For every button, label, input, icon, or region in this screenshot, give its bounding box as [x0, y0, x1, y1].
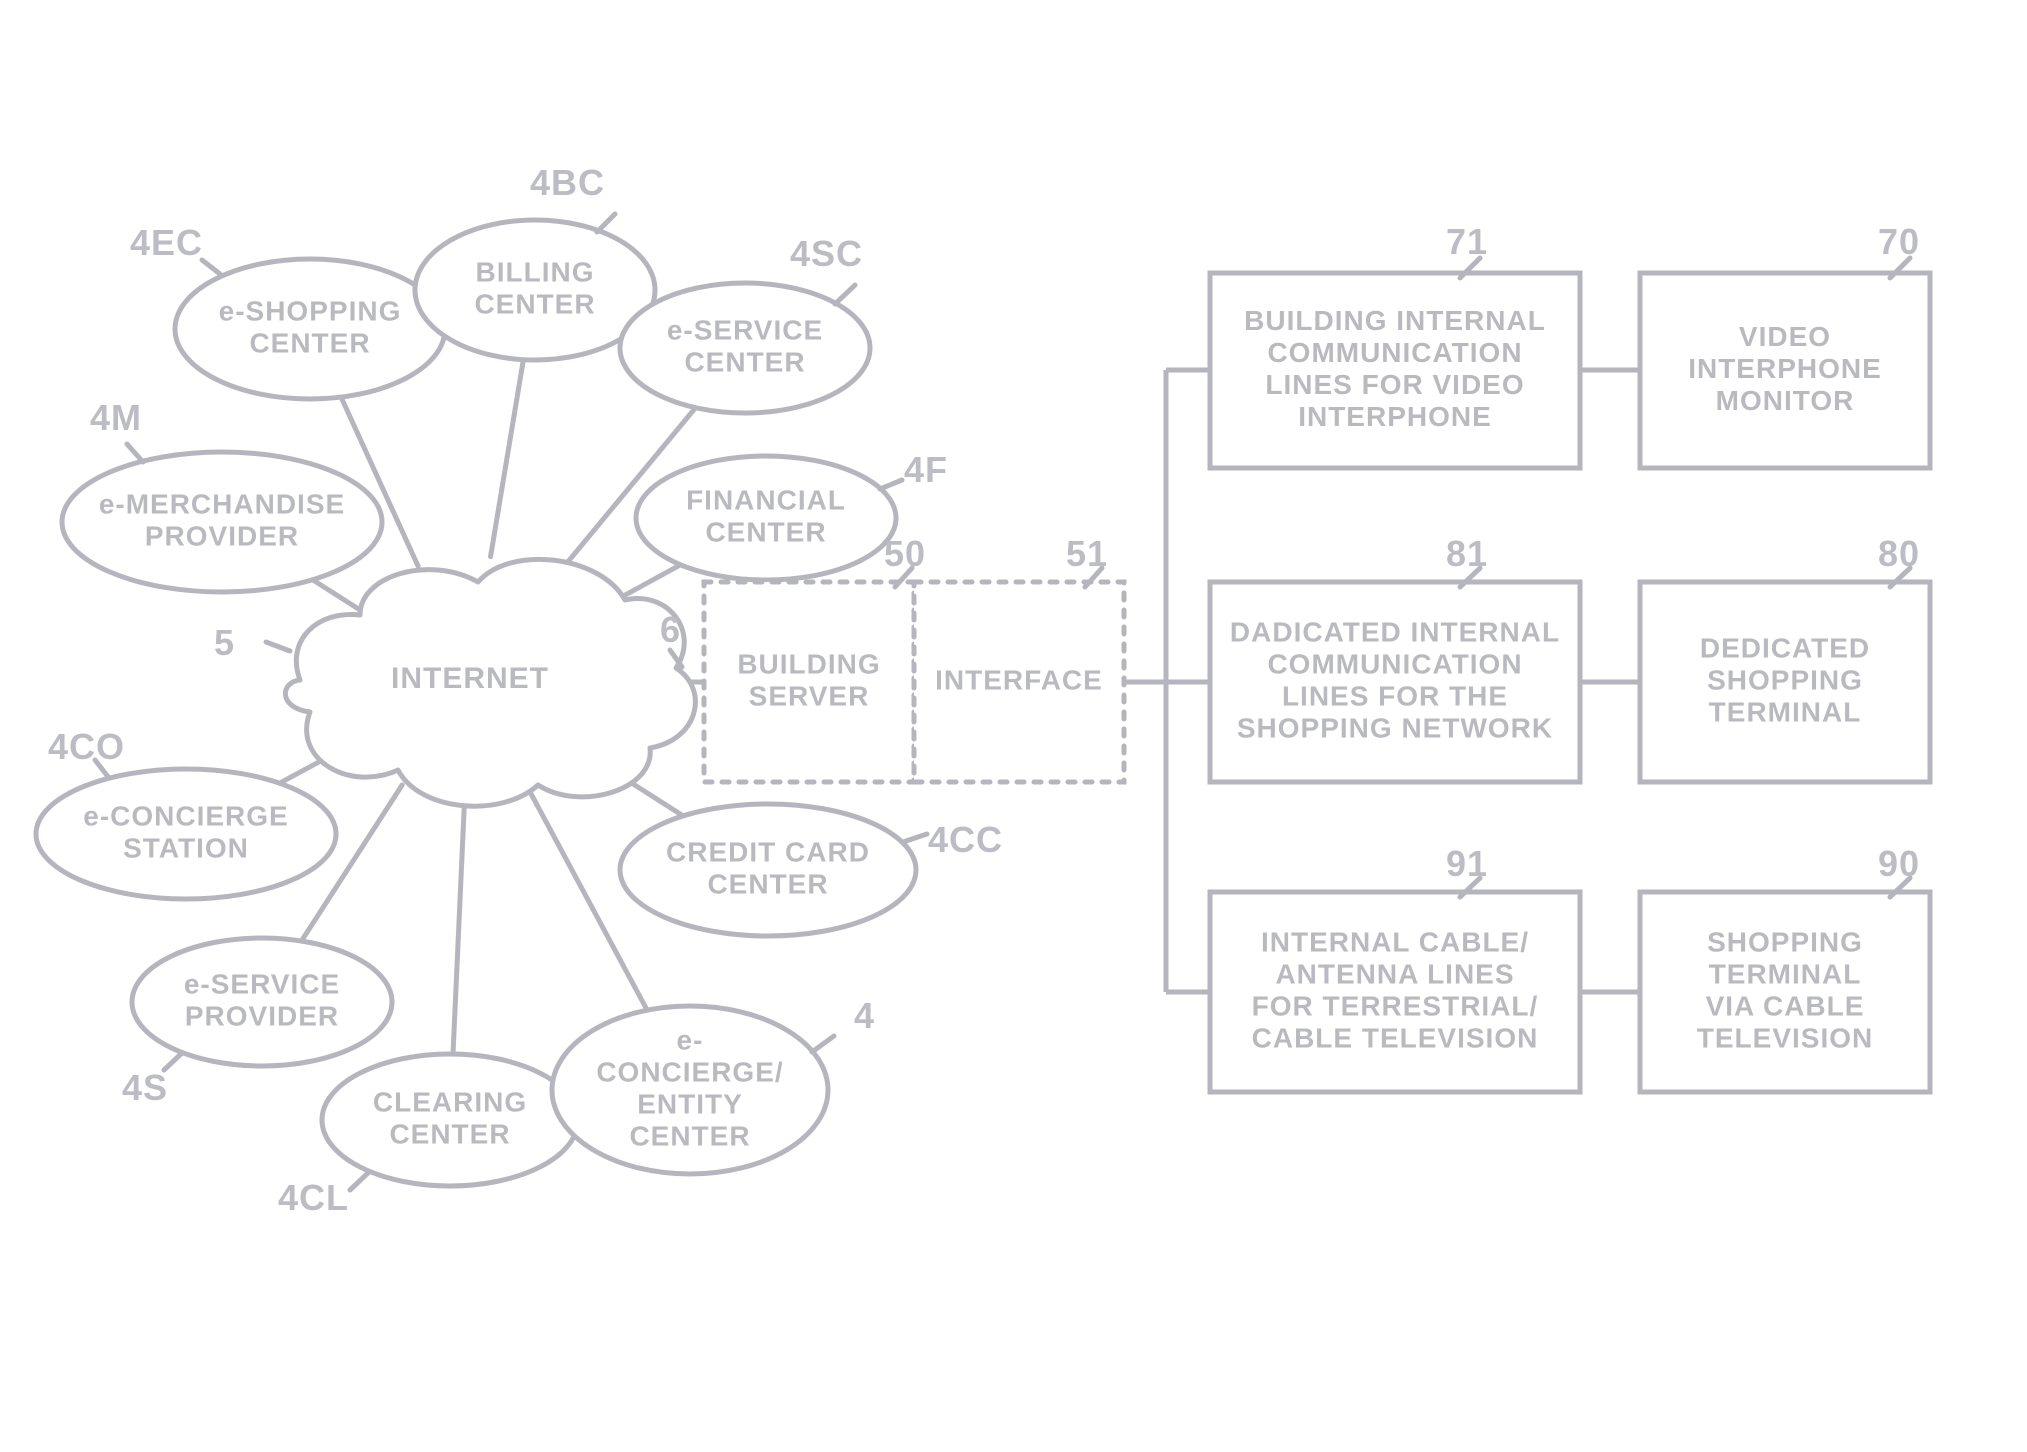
svg-text:INTERPHONE: INTERPHONE [1688, 353, 1882, 384]
diagram-canvas: INTERNET56e-SHOPPINGCENTER4ECBILLINGCENT… [0, 0, 2027, 1452]
ref-b81: 81 [1446, 533, 1488, 574]
label-b91: INTERNAL CABLE/ANTENNA LINESFOR TERRESTR… [1252, 926, 1539, 1053]
ref-b91: 91 [1446, 843, 1488, 884]
svg-text:INTERNAL CABLE/: INTERNAL CABLE/ [1261, 926, 1529, 957]
ref-6: 6 [660, 609, 681, 650]
edge-internet-bc [491, 358, 524, 556]
label-bc: BILLINGCENTER [474, 256, 595, 319]
label-sc: e-SERVICECENTER [667, 314, 823, 377]
ref-cc-tick [903, 834, 927, 842]
svg-text:COMMUNICATION: COMMUNICATION [1267, 337, 1522, 368]
svg-text:CREDIT CARD: CREDIT CARD [666, 836, 870, 867]
svg-text:VIA CABLE: VIA CABLE [1706, 990, 1865, 1021]
svg-text:e-: e- [677, 1024, 704, 1055]
ref-bc-tick [597, 214, 615, 232]
ref-sc-tick [835, 285, 855, 304]
svg-text:ENTITY: ENTITY [637, 1088, 743, 1119]
ref-b80: 80 [1878, 533, 1920, 574]
ref-s: 4S [122, 1067, 168, 1108]
ref-b71: 71 [1446, 221, 1488, 262]
label-iface: INTERFACE [935, 664, 1103, 695]
svg-text:BUILDING INTERNAL: BUILDING INTERNAL [1244, 305, 1546, 336]
ref-f-tick [880, 480, 902, 489]
svg-text:INTERFACE: INTERFACE [935, 664, 1103, 695]
svg-text:MONITOR: MONITOR [1716, 385, 1855, 416]
ref-b70: 70 [1878, 221, 1920, 262]
ref-bserver: 50 [884, 533, 926, 574]
label-b80: DEDICATEDSHOPPINGTERMINAL [1700, 632, 1870, 727]
svg-text:DADICATED INTERNAL: DADICATED INTERNAL [1230, 616, 1560, 647]
svg-text:CABLE TELEVISION: CABLE TELEVISION [1252, 1022, 1539, 1053]
svg-text:FOR TERRESTRIAL/: FOR TERRESTRIAL/ [1252, 990, 1539, 1021]
edge-internet-ce [529, 790, 648, 1012]
svg-text:SHOPPING: SHOPPING [1707, 664, 1863, 695]
svg-text:SERVER: SERVER [749, 680, 870, 711]
ref-ec-tick [202, 260, 220, 274]
ref-bc: 4BC [530, 162, 605, 203]
svg-text:COMMUNICATION: COMMUNICATION [1267, 648, 1522, 679]
ref-cc: 4CC [928, 819, 1003, 860]
ref-ce: 4 [854, 995, 875, 1036]
label-bserver: BUILDINGSERVER [737, 648, 880, 711]
svg-text:INTERPHONE: INTERPHONE [1298, 401, 1492, 432]
label-f: FINANCIALCENTER [686, 484, 846, 547]
edge-internet-cl [453, 805, 464, 1055]
svg-text:e-SERVICE: e-SERVICE [184, 968, 340, 999]
ref-5: 5 [214, 622, 235, 663]
svg-text:e-SHOPPING: e-SHOPPING [219, 295, 402, 326]
ref-m: 4M [90, 397, 142, 438]
svg-text:TERMINAL: TERMINAL [1709, 958, 1862, 989]
ref-f: 4F [904, 449, 948, 490]
label-b90: SHOPPINGTERMINALVIA CABLETELEVISION [1697, 926, 1873, 1053]
ref-co: 4CO [48, 726, 125, 767]
svg-text:CONCIERGE/: CONCIERGE/ [596, 1056, 783, 1087]
label-cl: CLEARINGCENTER [373, 1086, 527, 1149]
ref-5-tick [266, 642, 290, 651]
svg-text:ANTENNA LINES: ANTENNA LINES [1275, 958, 1514, 989]
svg-text:PROVIDER: PROVIDER [145, 520, 299, 551]
ref-iface: 51 [1066, 533, 1108, 574]
svg-text:CENTER: CENTER [707, 868, 828, 899]
svg-text:BILLING: BILLING [476, 256, 595, 287]
label-s: e-SERVICEPROVIDER [184, 968, 340, 1031]
svg-text:INTERNET: INTERNET [391, 662, 549, 695]
svg-text:STATION: STATION [123, 832, 249, 863]
svg-text:DEDICATED: DEDICATED [1700, 632, 1870, 663]
svg-text:CENTER: CENTER [705, 516, 826, 547]
ref-b90: 90 [1878, 843, 1920, 884]
svg-text:TELEVISION: TELEVISION [1697, 1022, 1873, 1053]
ref-cl-tick [350, 1172, 369, 1190]
ref-ec: 4EC [130, 222, 203, 263]
svg-text:CLEARING: CLEARING [373, 1086, 527, 1117]
edge-internet-m [311, 579, 365, 613]
svg-text:SHOPPING NETWORK: SHOPPING NETWORK [1237, 712, 1553, 743]
svg-text:LINES FOR THE: LINES FOR THE [1282, 680, 1508, 711]
svg-text:e-MERCHANDISE: e-MERCHANDISE [99, 488, 345, 519]
svg-text:BUILDING: BUILDING [737, 648, 880, 679]
svg-text:VIDEO: VIDEO [1739, 321, 1831, 352]
svg-text:TERMINAL: TERMINAL [1709, 696, 1862, 727]
svg-text:FINANCIAL: FINANCIAL [686, 484, 846, 515]
svg-text:CENTER: CENTER [249, 327, 370, 358]
svg-text:CENTER: CENTER [389, 1118, 510, 1149]
svg-text:LINES FOR VIDEO: LINES FOR VIDEO [1265, 369, 1524, 400]
svg-text:CENTER: CENTER [629, 1120, 750, 1151]
svg-text:e-SERVICE: e-SERVICE [667, 314, 823, 345]
svg-text:CENTER: CENTER [474, 288, 595, 319]
svg-text:e-CONCIERGE: e-CONCIERGE [83, 800, 288, 831]
ref-sc: 4SC [790, 233, 863, 274]
ref-m-tick [127, 444, 143, 462]
ref-cl: 4CL [278, 1177, 349, 1218]
svg-text:PROVIDER: PROVIDER [185, 1000, 339, 1031]
internet-label: INTERNET [391, 662, 549, 695]
svg-text:SHOPPING: SHOPPING [1707, 926, 1863, 957]
ref-ce-tick [812, 1036, 834, 1052]
svg-text:CENTER: CENTER [684, 346, 805, 377]
